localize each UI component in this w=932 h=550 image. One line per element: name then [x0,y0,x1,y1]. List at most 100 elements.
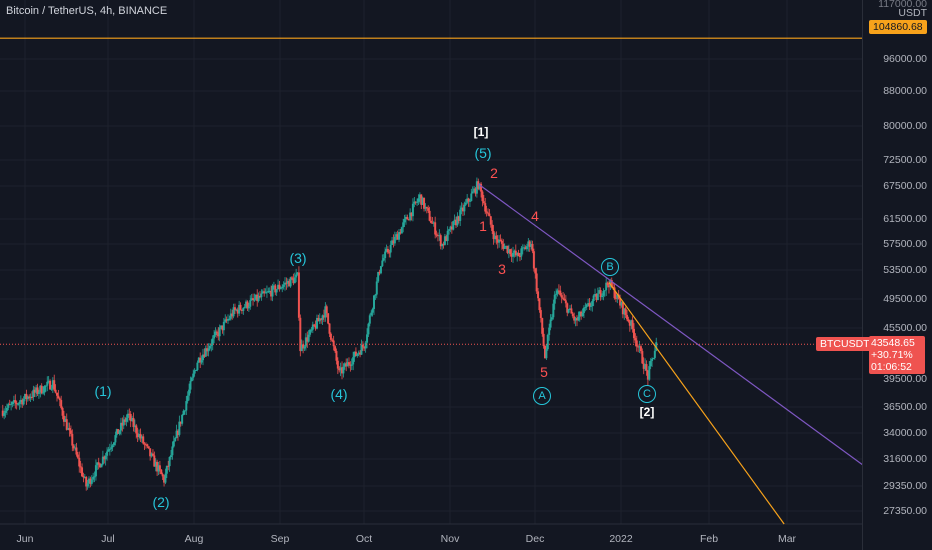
candle-body [304,337,307,347]
candle-body [268,290,271,292]
candle-body [121,422,124,426]
candle-body [156,461,159,472]
candle-body [562,297,565,299]
candle-body [297,272,300,318]
candle-body [285,282,288,284]
candle-body [439,235,442,247]
candle-body [599,290,602,298]
candle-body [172,441,175,447]
candle-body [493,235,496,240]
candle-body [250,298,253,301]
time-tick: Aug [184,533,204,545]
candle-body [488,213,491,217]
candle-body [106,451,109,456]
candle-body [50,388,53,390]
candle-body [160,469,163,475]
candle-body [385,248,388,252]
candle-body [254,294,257,300]
candle-body [30,396,33,398]
candle-body [602,291,605,296]
candle-body [549,319,552,328]
candle-body [414,201,417,203]
bar-countdown: 01:06:52 [871,361,912,373]
candle-body [524,247,527,250]
candle-body [101,456,104,465]
candle-body [534,268,537,274]
candle-body [628,321,631,326]
candle-body [192,373,195,378]
candle-body [14,400,17,403]
price-chart[interactable] [0,0,862,550]
candle-body [264,292,267,294]
candle-body [496,239,499,243]
candle-body [446,230,449,241]
candle-body [605,282,608,291]
price-axis[interactable]: 117000.00 USDT 96000.00 88000.00 80000.0… [862,0,932,550]
candle-body [138,433,141,438]
time-tick: Nov [440,533,460,545]
candle-body [94,465,97,477]
candle-body [434,222,437,235]
candle-body [220,325,223,328]
candle-body [635,340,638,347]
candle-body [424,206,427,209]
candle-body [517,252,520,257]
subwave-label-5: 5 [540,364,548,380]
candle-body [460,207,463,210]
candle-body [338,368,341,371]
candle-body [520,248,523,257]
candle-body [395,234,398,237]
candle-body [399,232,402,234]
candle-body [40,385,43,394]
candle-body [110,447,113,449]
candle-body [473,188,476,192]
candle-body [82,476,85,478]
candle-body [135,425,138,434]
candle-body [289,277,292,287]
wave-label-A: A [533,387,551,405]
candle-body [147,446,150,449]
candle-body [498,239,501,243]
candle-body [532,251,535,269]
candle-body [207,348,210,352]
candle-body [153,455,156,467]
candle-body [500,240,503,244]
candle-body [104,455,107,460]
wave-label-bottom: [2] [639,405,655,419]
candle-body [125,417,128,422]
candle-body [391,240,394,245]
candle-body [295,274,298,278]
candle-body [457,216,460,221]
candle-body [539,310,542,319]
candle-body [374,294,377,296]
wave-label-1: (1) [94,383,112,399]
candle-body [15,402,18,405]
current-price: 43548.65 [871,337,915,349]
candle-body [302,344,305,349]
candle-body [552,303,555,318]
candle-body [537,291,540,299]
candle-body [186,395,189,402]
candle-body [594,294,597,296]
candle-body [466,198,469,203]
candle-body [196,362,199,371]
candle-body [235,309,238,311]
candle-body [215,331,218,333]
candle-body [588,303,591,307]
candle-body [644,364,647,369]
candle-body [632,328,635,339]
candle-body [204,348,207,357]
time-tick: Jun [16,533,34,545]
candle-body [413,201,416,204]
candle-body [72,445,75,449]
candle-body [314,325,317,329]
subwave-label-1: 1 [479,218,487,234]
candle-body [620,302,623,306]
candle-body [456,216,459,226]
candle-body [360,344,363,355]
candle-body [571,313,574,317]
candle-body [641,351,644,364]
candle-body [509,249,512,255]
candle-body [652,357,655,359]
candle-body [481,191,484,202]
